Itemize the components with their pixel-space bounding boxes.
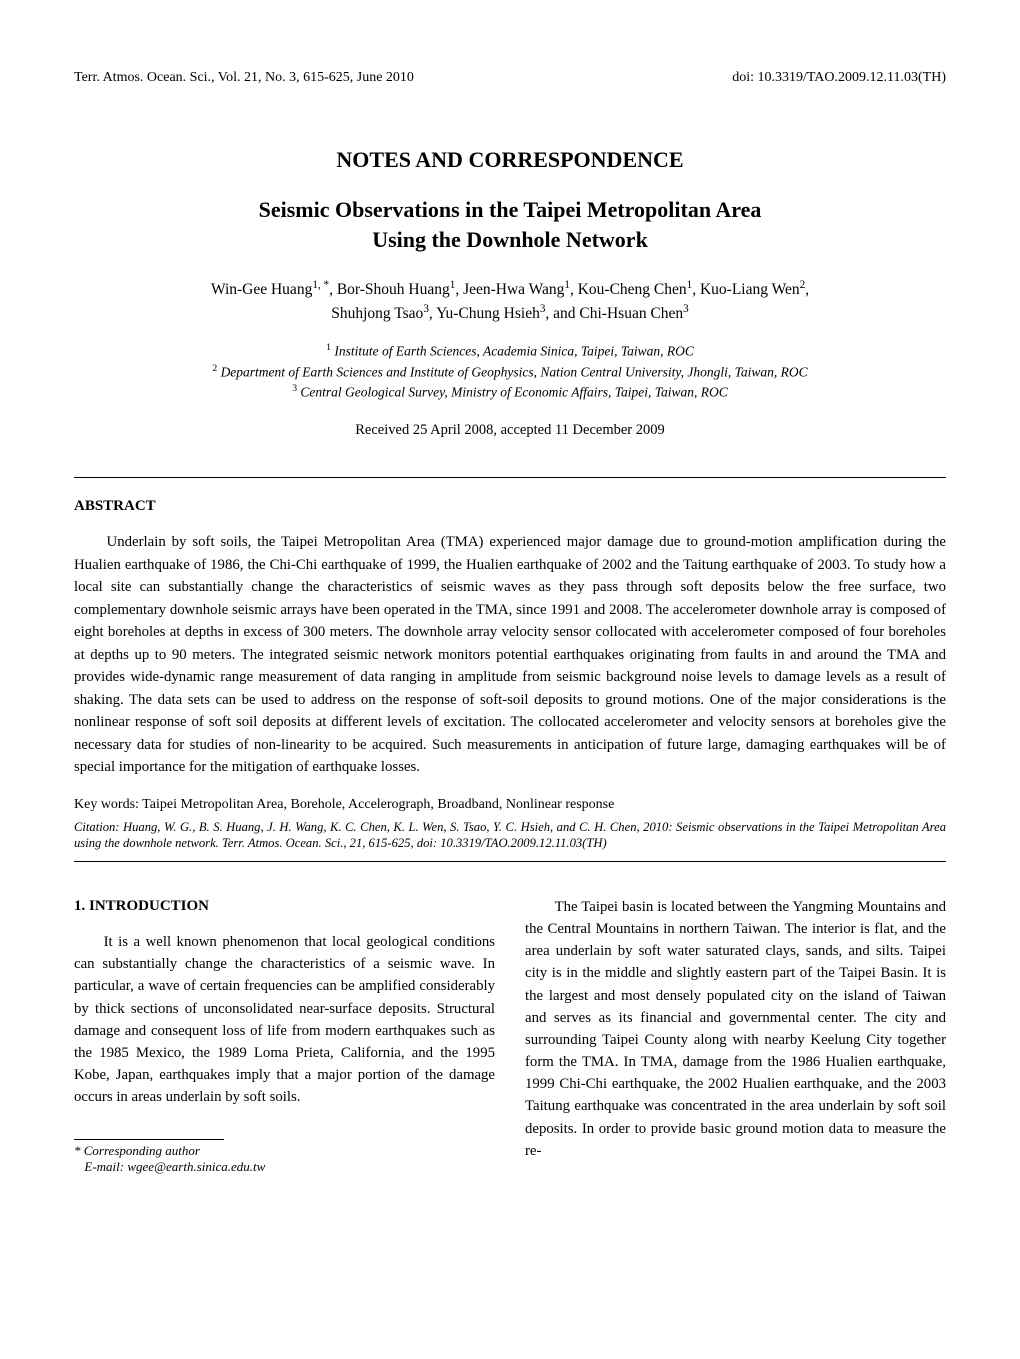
- citation: Citation: Huang, W. G., B. S. Huang, J. …: [74, 819, 946, 851]
- header-left: Terr. Atmos. Ocean. Sci., Vol. 21, No. 3…: [74, 68, 414, 88]
- intro-heading: 1. INTRODUCTION: [74, 896, 495, 917]
- affiliation-3: 3 Central Geological Survey, Ministry of…: [74, 382, 946, 402]
- affiliation-2: 2 Department of Earth Sciences and Insti…: [74, 362, 946, 382]
- intro-paragraph-right: The Taipei basin is located between the …: [525, 896, 946, 1162]
- divider-rule: [74, 477, 946, 478]
- running-header: Terr. Atmos. Ocean. Sci., Vol. 21, No. 3…: [74, 68, 946, 88]
- intro-paragraph-left: It is a well known phenomenon that local…: [74, 931, 495, 1109]
- authors-line-2: Shuhjong Tsao3, Yu-Chung Hsieh3, and Chi…: [331, 305, 689, 322]
- title-line-2: Using the Downhole Network: [372, 227, 648, 252]
- footnote-line-2: E-mail: wgee@earth.sinica.edu.tw: [84, 1159, 265, 1174]
- left-column: 1. INTRODUCTION It is a well known pheno…: [74, 896, 495, 1177]
- affiliation-1: 1 Institute of Earth Sciences, Academia …: [74, 341, 946, 361]
- abstract-body: Underlain by soft soils, the Taipei Metr…: [74, 531, 946, 778]
- abstract-heading: ABSTRACT: [74, 496, 946, 517]
- footnote-line-1: * Corresponding author: [74, 1143, 200, 1158]
- received-dates: Received 25 April 2008, accepted 11 Dece…: [74, 420, 946, 441]
- right-column: The Taipei basin is located between the …: [525, 896, 946, 1177]
- divider-rule: [74, 861, 946, 862]
- title-line-1: Seismic Observations in the Taipei Metro…: [259, 197, 762, 222]
- section-label: NOTES AND CORRESPONDENCE: [74, 144, 946, 175]
- body-columns: 1. INTRODUCTION It is a well known pheno…: [74, 896, 946, 1177]
- keywords: Key words: Taipei Metropolitan Area, Bor…: [74, 795, 946, 815]
- corresponding-footnote: * Corresponding author E-mail: wgee@eart…: [74, 1143, 495, 1177]
- footnote-rule: [74, 1139, 224, 1140]
- article-title: Seismic Observations in the Taipei Metro…: [74, 195, 946, 254]
- authors-line-1: Win-Gee Huang1, *, Bor-Shouh Huang1, Jee…: [211, 281, 809, 298]
- header-right: doi: 10.3319/TAO.2009.12.11.03(TH): [732, 68, 946, 88]
- affiliations: 1 Institute of Earth Sciences, Academia …: [74, 341, 946, 402]
- author-list: Win-Gee Huang1, *, Bor-Shouh Huang1, Jee…: [74, 276, 946, 325]
